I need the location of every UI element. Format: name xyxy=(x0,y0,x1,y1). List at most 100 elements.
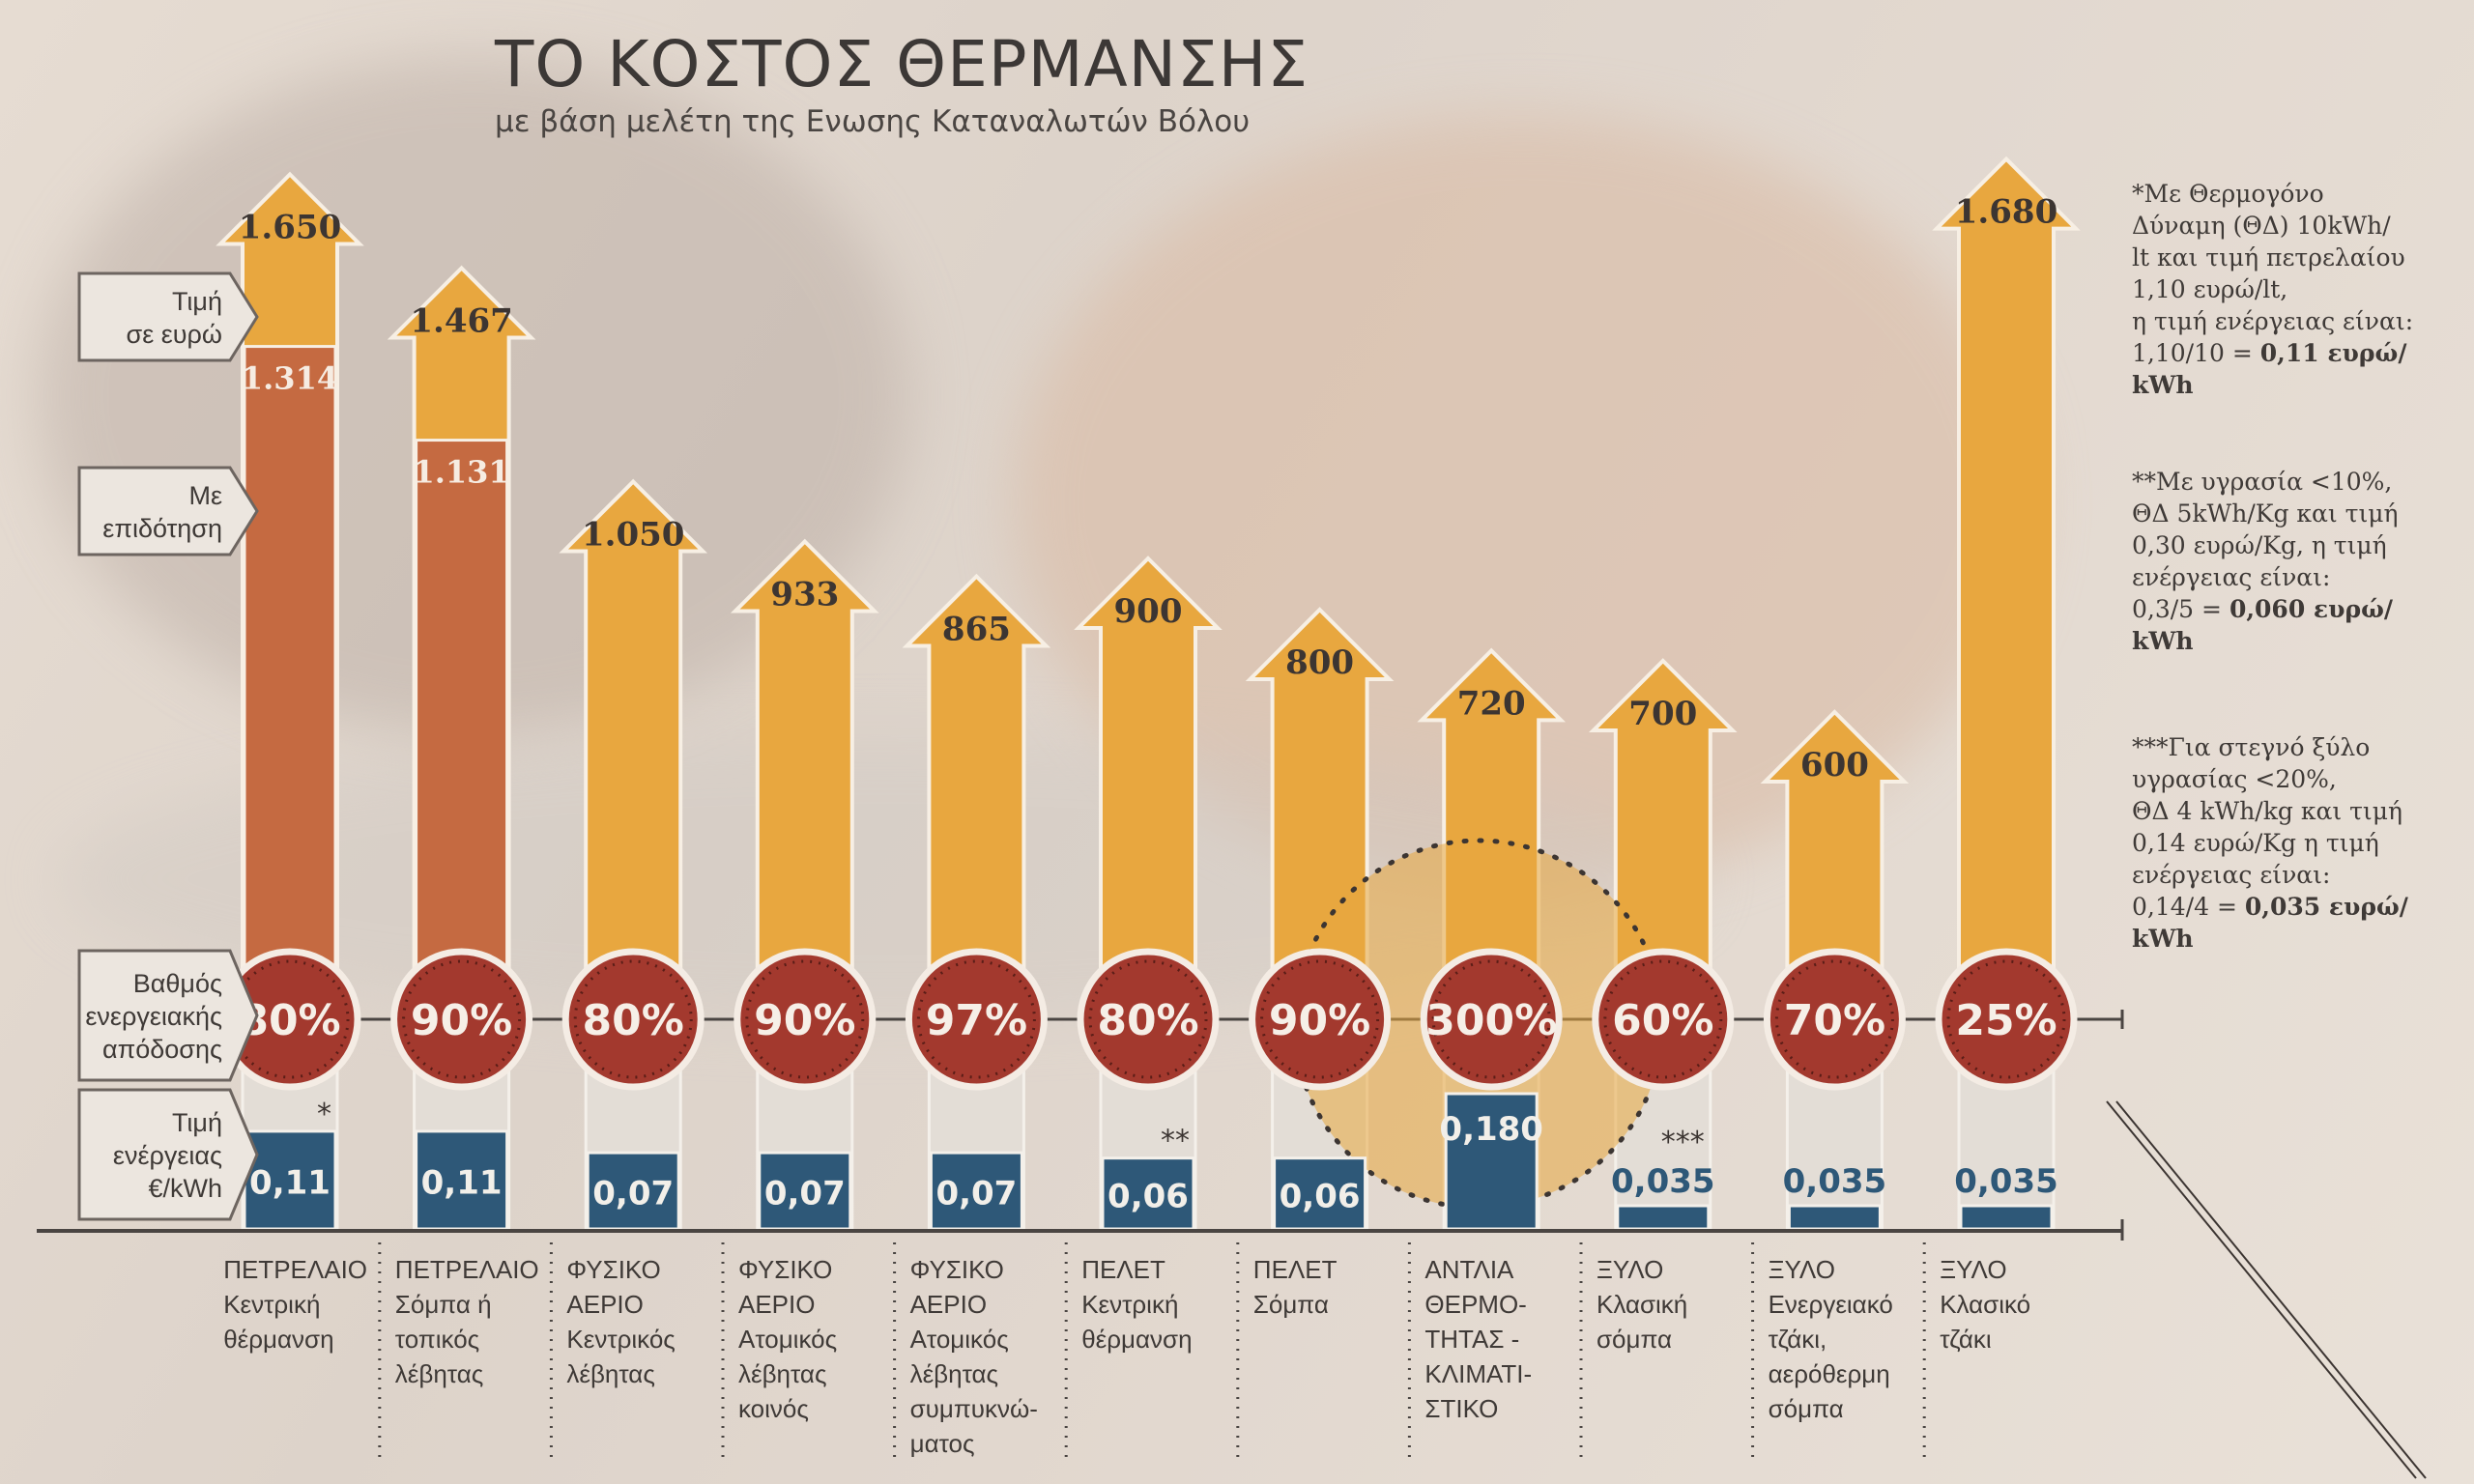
efficiency-circle-dots xyxy=(402,959,522,1079)
efficiency-circle xyxy=(905,948,1048,1091)
row-label-shape xyxy=(77,1088,259,1221)
row-label-text: σε ευρώ xyxy=(127,320,222,349)
note-line: ΘΔ 4 kWh/kg και τιμή xyxy=(2132,797,2402,825)
note-line: η τιμή ενέργειας είναι: xyxy=(2132,307,2414,335)
energy-price-label: 0,180 xyxy=(1439,1110,1543,1149)
efficiency-circle-dots xyxy=(1946,959,2066,1079)
note-line: lt και τιμή πετρελαίου xyxy=(2132,243,2405,271)
subsidy-bar xyxy=(415,439,509,1021)
footnote-mark: * xyxy=(317,1098,331,1131)
efficiency-circle-dots xyxy=(573,959,693,1079)
efficiency-circle xyxy=(734,948,877,1091)
row-label-shape xyxy=(77,271,259,362)
note-unit-text: kWh xyxy=(2132,925,2194,953)
note-line: υγρασίας <20%, xyxy=(2132,765,2337,793)
price-arrow xyxy=(559,478,708,1021)
energy-price-bar xyxy=(415,1129,509,1231)
note-line: ενέργειας είναι: xyxy=(2132,563,2331,591)
price-label: 1.680 xyxy=(1955,193,2057,232)
efficiency-circle xyxy=(561,948,705,1091)
energy-price-label: 0,11 xyxy=(421,1163,503,1202)
note-result: 0,11 ευρώ/ xyxy=(2259,339,2407,367)
category-label: ΞΥΛΟ Κλασικό τζάκι xyxy=(1940,1255,2031,1354)
chart-title: ΤΟ ΚΟΣΤΟΣ ΘΕΡΜΑΝΣΗΣ xyxy=(495,27,1309,101)
energy-price-label: 0,07 xyxy=(592,1175,674,1213)
energy-price-label: 0,035 xyxy=(1954,1162,2058,1201)
row-label-text: ενεργειακής xyxy=(85,1002,222,1031)
energy-price-bar xyxy=(1616,1204,1711,1231)
category-label: ΠΕΛΕΤ Κεντρική θέρμανση xyxy=(1081,1255,1193,1354)
decorative-line xyxy=(2115,1100,2427,1479)
footnote-mark: *** xyxy=(1661,1126,1705,1159)
energy-price-bar xyxy=(929,1151,1023,1231)
chart-subtitle: με βάση μελέτη της Ενωσης Καταναλωτών Βό… xyxy=(495,104,1251,139)
category-label: ΞΥΛΟ Κλασική σόμπα xyxy=(1597,1255,1688,1354)
row-label-text: απόδοσης xyxy=(102,1035,222,1064)
price-label: 933 xyxy=(770,576,839,614)
note-line: ***Για στεγνό ξύλο xyxy=(2132,733,2371,761)
price-label: 1.467 xyxy=(410,301,512,340)
energy-price-label: 0,035 xyxy=(1611,1162,1715,1201)
note-line: *Με Θερμογόνο xyxy=(2132,180,2324,208)
note-2: **Με υγρασία <10%, ΘΔ 5kWh/Kg και τιμή 0,3… xyxy=(2132,466,2470,657)
note-formula-text: 0,3/5 = xyxy=(2132,595,2229,623)
efficiency-circle xyxy=(1420,948,1563,1091)
row-label-text: Τιμή xyxy=(172,287,222,316)
row-label-tag: Βαθμός ενεργειακής απόδοσης xyxy=(77,949,259,1082)
note-formula: 0,14/4 = 0,035 ευρώ/ xyxy=(2132,891,2470,923)
efficiency-circle-dots xyxy=(1260,959,1380,1079)
efficiency-circle xyxy=(390,948,533,1091)
note-formula-text: 0,14/4 = xyxy=(2132,893,2245,921)
price-arrow xyxy=(1932,156,2081,1021)
row-label-shape xyxy=(77,949,259,1082)
row-label-shape xyxy=(77,466,259,556)
category-label: ΦΥΣΙΚΟ ΑΕΡΙΟ Ατομικός λέβητας κοινός xyxy=(738,1255,838,1423)
note-result: 0,035 ευρώ/ xyxy=(2244,893,2408,921)
efficiency-circle xyxy=(1935,948,2078,1091)
efficiency-circle-dots xyxy=(1431,959,1551,1079)
note-line: **Με υγρασία <10%, xyxy=(2132,468,2393,496)
energy-price-bar xyxy=(1787,1204,1882,1231)
price-label: 700 xyxy=(1628,695,1697,733)
efficiency-circle xyxy=(1249,948,1392,1091)
decorative-line xyxy=(2106,1100,2417,1479)
efficiency-circle-dots xyxy=(230,959,350,1079)
category-label: ΑΝΤΛΙΑ ΘΕΡΜΟ- ΤΗΤΑΣ - ΚΛΙΜΑΤΙ- ΣΤΙΚΟ xyxy=(1424,1255,1533,1423)
efficiency-label: 80% xyxy=(583,996,684,1045)
note-1: *Με Θερμογόνο Δύναμη (ΘΔ) 10kWh/lt και τι… xyxy=(2132,178,2470,401)
efficiency-circle-dots xyxy=(1603,959,1723,1079)
row-label-text: €/kWh xyxy=(148,1174,222,1203)
efficiency-label: 25% xyxy=(1955,996,2057,1045)
energy-price-bar xyxy=(1959,1204,2054,1231)
efficiency-label: 97% xyxy=(926,996,1027,1045)
energy-price-bar xyxy=(758,1151,852,1231)
price-label: 720 xyxy=(1457,684,1526,723)
row-label-tag: Τιμή ενέργειας €/kWh xyxy=(77,1088,259,1221)
efficiency-label: 90% xyxy=(754,996,855,1045)
energy-price-label: 0,07 xyxy=(764,1175,846,1213)
category-label: ΞΥΛΟ Ενεργειακό τζάκι, αερόθερμη σόμπα xyxy=(1768,1255,1893,1423)
category-label: ΠΕΛΕΤ Σόμπα xyxy=(1252,1255,1338,1319)
efficiency-circle-dots xyxy=(745,959,865,1079)
efficiency-label: 80% xyxy=(1097,996,1198,1045)
row-label-text: Τιμή xyxy=(172,1108,222,1137)
efficiency-label: 300% xyxy=(1425,996,1557,1045)
energy-price-label: 0,06 xyxy=(1108,1177,1189,1215)
row-label-tag: Με επιδότηση xyxy=(77,466,259,556)
note-unit: kWh xyxy=(2132,923,2470,955)
efficiency-label: 90% xyxy=(411,996,512,1045)
note-unit: kWh xyxy=(2132,625,2470,657)
efficiency-circle-dots xyxy=(1088,959,1208,1079)
row-label-text: Βαθμός xyxy=(133,969,222,998)
note-formula-text: 1,10/10 = xyxy=(2132,339,2260,367)
price-label: 1.650 xyxy=(239,209,341,247)
subsidy-label: 1.131 xyxy=(413,454,509,491)
note-line: 0,14 ευρώ/Kg η τιμή xyxy=(2132,829,2379,857)
energy-price-label: 0,07 xyxy=(935,1175,1017,1213)
price-label: 1.050 xyxy=(582,516,684,555)
efficiency-label: 60% xyxy=(1612,996,1713,1045)
efficiency-circle-dots xyxy=(916,959,1036,1079)
category-label: ΠΕΤΡΕΛΑΙΟ Κεντρική θέρμανση xyxy=(223,1255,368,1354)
note-unit-text: kWh xyxy=(2132,627,2194,655)
